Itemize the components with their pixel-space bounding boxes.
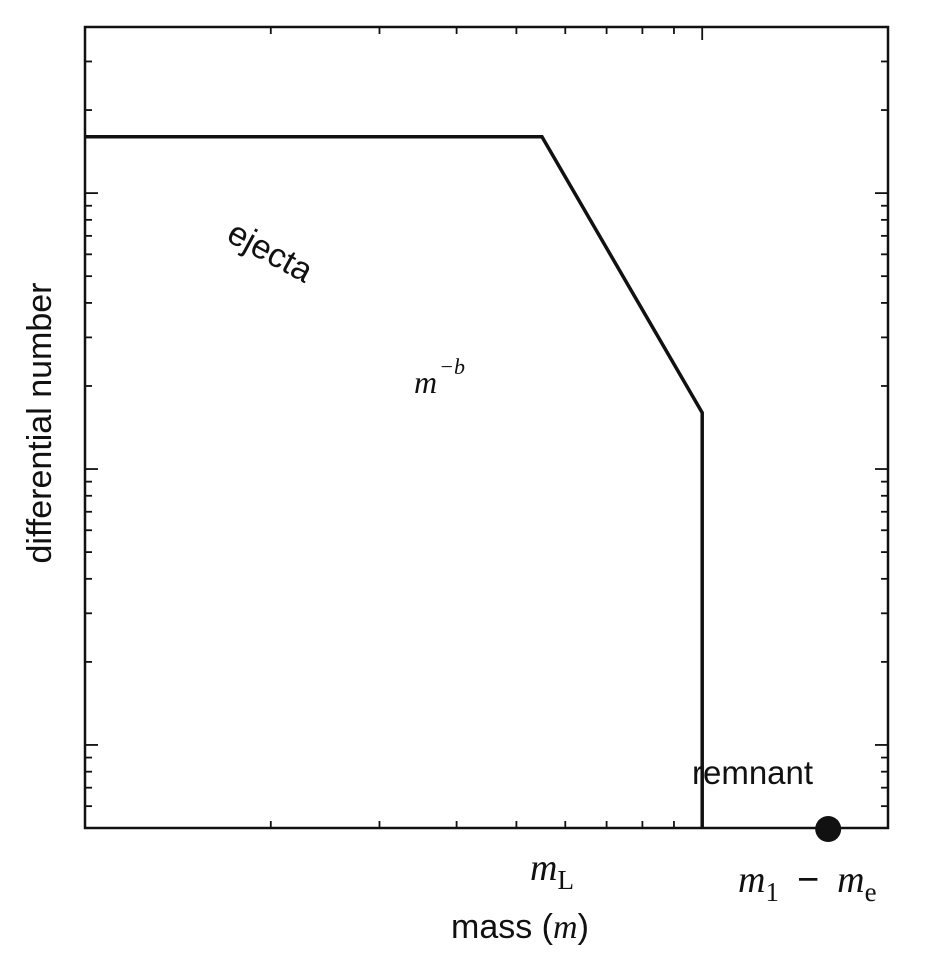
ejecta-series-label: ejecta: [221, 214, 319, 291]
remnant-expr-base2: m: [837, 859, 864, 901]
remnant-expr-base1: m: [738, 859, 765, 901]
remnant-expr-sub1: 1: [765, 877, 779, 907]
x-axis-label-var: m: [553, 909, 578, 946]
ejecta-series-line: [85, 135, 704, 828]
remnant-expr-operator: −: [797, 859, 819, 901]
power-law-annotation: m−b: [414, 354, 465, 400]
power-law-exponent: −b: [439, 354, 465, 379]
remnant-label: remnant: [692, 754, 813, 791]
x-axis-label: mass (m): [451, 908, 589, 946]
remnant-expr-sub2: e: [865, 877, 877, 907]
x-tick-label-mL: mL: [530, 847, 574, 895]
power-law-base: m: [414, 364, 437, 400]
x-axis-label-text: mass (: [451, 908, 554, 946]
x-tick-subscript: L: [557, 865, 574, 895]
x-axis-label-close: ): [578, 908, 589, 946]
plot-frame: [83, 25, 890, 830]
remnant-mass-expression: m1− me: [738, 859, 877, 907]
x-tick-base: m: [530, 847, 557, 889]
axis-ticks: [84, 26, 889, 829]
remnant-marker: [815, 816, 842, 842]
y-axis-label: differential number: [21, 283, 59, 564]
